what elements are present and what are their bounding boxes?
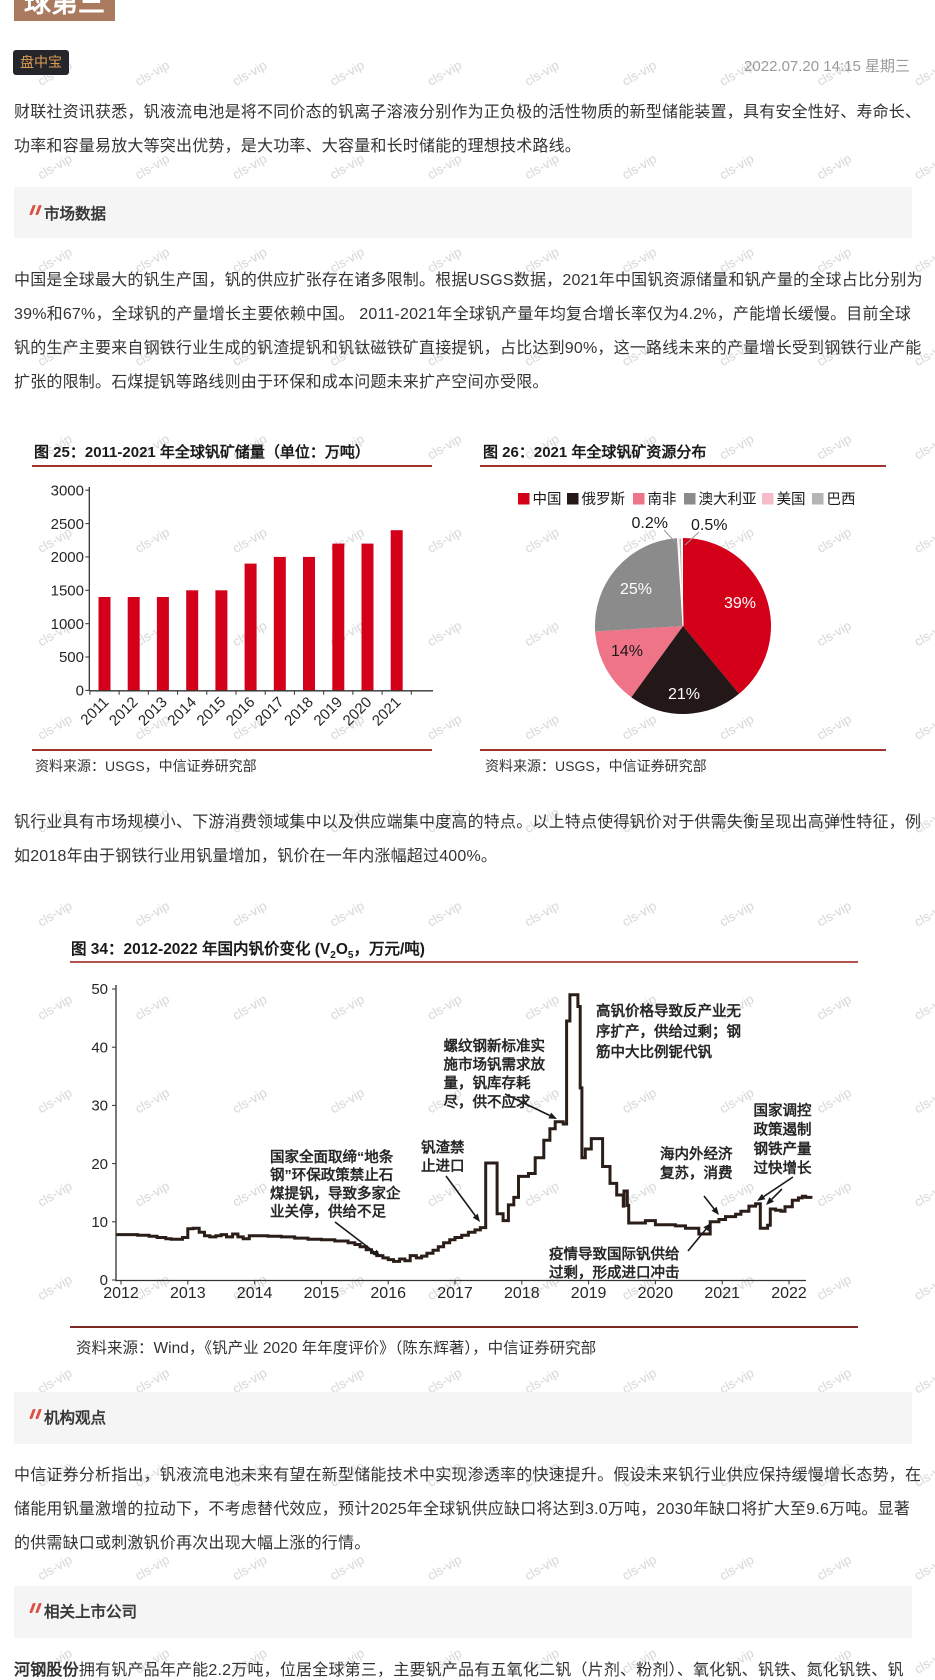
svg-text:2016: 2016: [223, 694, 259, 730]
svg-text:中国: 中国: [533, 491, 562, 508]
svg-text:国家调控政策遏制钢铁产量过快增长: 国家调控政策遏制钢铁产量过快增长: [754, 1101, 812, 1177]
svg-text:美国: 美国: [777, 491, 806, 508]
svg-text:14%: 14%: [611, 643, 643, 660]
svg-text:高钒价格导致反产业无序扩产，供给过剩；钢筋中大比例铌代钒: 高钒价格导致反产业无序扩产，供给过剩；钢筋中大比例铌代钒: [595, 1002, 741, 1061]
svg-text:2015: 2015: [194, 694, 230, 730]
svg-text:10: 10: [91, 1214, 108, 1231]
svg-text:2018: 2018: [281, 694, 317, 730]
svg-text:2014: 2014: [164, 694, 200, 730]
svg-text:2015: 2015: [304, 1285, 340, 1302]
svg-text:南非: 南非: [648, 491, 677, 508]
svg-text:40: 40: [91, 1039, 108, 1056]
svg-text:30: 30: [91, 1098, 108, 1115]
svg-text:2021: 2021: [369, 694, 405, 730]
svg-text:2020: 2020: [340, 694, 376, 730]
svg-text:3000: 3000: [51, 482, 84, 499]
svg-text:21%: 21%: [668, 686, 700, 703]
svg-text:2500: 2500: [51, 516, 84, 533]
svg-text:国家全面取缔“地条钢”环保政策禁止石煤提钒，导致多家企业关停: 国家全面取缔“地条钢”环保政策禁止石煤提钒，导致多家企业关停，供给不足: [270, 1148, 401, 1221]
svg-text:螺纹钢新标准实施市场钒需求放量，钒库存耗尽，供不应求: 螺纹钢新标准实施市场钒需求放量，钒库存耗尽，供不应求: [444, 1037, 546, 1111]
svg-text:2019: 2019: [571, 1285, 607, 1302]
svg-text:俄罗斯: 俄罗斯: [582, 491, 626, 508]
svg-text:2014: 2014: [237, 1285, 273, 1302]
svg-text:39%: 39%: [724, 595, 756, 612]
svg-text:2012: 2012: [103, 1285, 139, 1302]
svg-text:海内外经济复苏，消费: 海内外经济复苏，消费: [659, 1145, 733, 1182]
svg-text:2021: 2021: [704, 1285, 740, 1302]
svg-text:2013: 2013: [135, 694, 171, 730]
svg-text:2020: 2020: [638, 1285, 674, 1302]
svg-text:20: 20: [91, 1156, 108, 1173]
svg-text:1000: 1000: [51, 616, 84, 633]
svg-text:25%: 25%: [620, 581, 652, 598]
svg-text:2000: 2000: [51, 549, 84, 566]
svg-text:钒渣禁止进口: 钒渣禁止进口: [421, 1139, 465, 1176]
svg-text:1500: 1500: [51, 583, 84, 600]
svg-text:2016: 2016: [370, 1285, 406, 1302]
svg-text:2022: 2022: [771, 1285, 807, 1302]
svg-text:2017: 2017: [252, 694, 288, 730]
svg-text:2018: 2018: [504, 1285, 540, 1302]
svg-text:0: 0: [100, 1272, 108, 1289]
svg-text:澳大利亚: 澳大利亚: [699, 491, 757, 508]
svg-text:0.2%: 0.2%: [632, 515, 668, 532]
svg-text:500: 500: [59, 649, 84, 666]
svg-text:0: 0: [76, 683, 84, 700]
svg-text:疫情导致国际钒供给过剩，形成进口冲击: 疫情导致国际钒供给过剩，形成进口冲击: [549, 1245, 680, 1282]
svg-text:2017: 2017: [437, 1285, 473, 1302]
svg-text:50: 50: [91, 981, 108, 998]
svg-text:2013: 2013: [170, 1285, 206, 1302]
svg-text:2019: 2019: [311, 694, 347, 730]
svg-text:0.5%: 0.5%: [691, 517, 727, 534]
svg-text:巴西: 巴西: [827, 492, 856, 508]
svg-text:2012: 2012: [106, 694, 142, 730]
